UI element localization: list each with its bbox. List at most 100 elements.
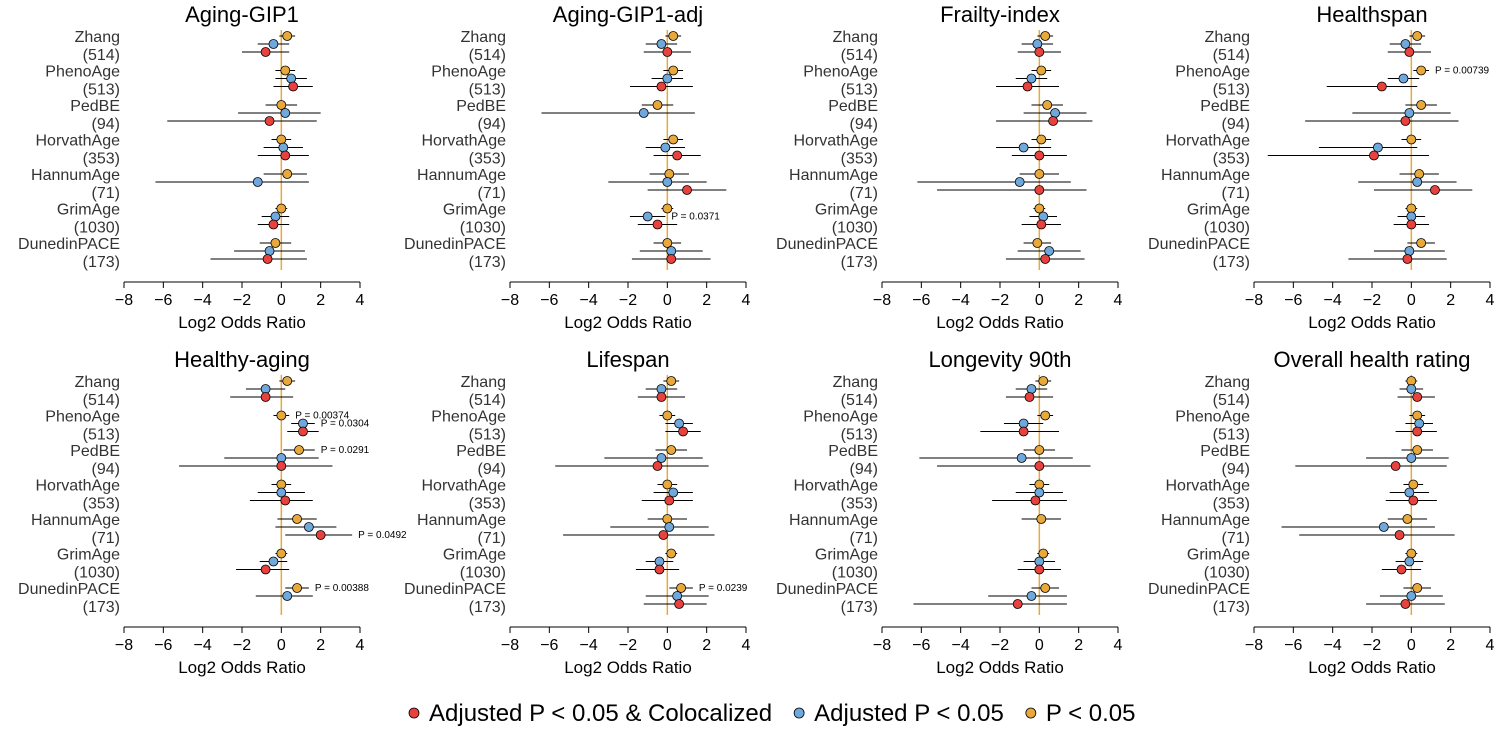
x-tick-label: −8 [115,292,133,309]
x-tick-label: −2 [991,292,1009,309]
point-estimate-orange [652,100,663,110]
x-tick-label: −6 [1284,292,1302,309]
group-label: Zhang [1205,374,1250,391]
point-estimate-blue [662,73,673,84]
point-estimate-red [280,495,291,506]
point-estimate-orange [662,203,673,214]
point-estimate-orange [1040,31,1051,41]
point-estimate-orange [1034,169,1045,179]
group-label: PedBE [1200,98,1250,115]
point-estimate-orange [1414,169,1425,179]
p-value-annotation: P = 0.0304 [321,419,370,430]
group-n-label: (513) [841,82,878,99]
group-n-label: (71) [92,185,120,202]
group-n-label: (1030) [1204,565,1250,582]
x-tick-label: −2 [1363,637,1381,654]
group-label: PhenoAge [431,64,506,81]
point-estimate-orange [662,479,673,490]
group-n-label: (173) [841,599,878,616]
group-n-label: (173) [841,254,878,271]
point-estimate-orange [1038,376,1049,386]
point-estimate-red [260,392,271,402]
group-n-label: (514) [83,392,120,409]
group-n-label: (514) [841,392,878,409]
group-n-label: (513) [1213,82,1250,99]
point-estimate-blue [1014,177,1025,187]
group-n-label: (514) [1213,392,1250,409]
group-n-label: (353) [83,151,120,168]
point-estimate-blue [280,108,291,118]
group-n-label: (94) [478,461,506,478]
group-n-label: (353) [1213,151,1250,168]
point-estimate-red [1018,426,1029,437]
point-estimate-blue [662,177,673,187]
point-estimate-red [662,47,673,57]
point-estimate-red [1430,185,1440,195]
point-estimate-orange [1416,65,1427,76]
group-label: PedBE [828,443,878,460]
chart-panel: Healthspan Zhang(514)PhenoAge(513)PedBE(9… [1148,2,1495,332]
point-estimate-blue [270,211,281,222]
point-estimate-orange [1412,583,1423,593]
point-estimate-orange [1406,548,1417,559]
group-n-label: (71) [850,530,878,547]
p-value-annotation: P = 0.0371 [671,212,720,223]
point-estimate-red [1404,47,1415,57]
x-tick-label: −2 [1363,292,1381,309]
group-label: PedBE [70,443,120,460]
group-label: DunedinPACE [404,236,506,253]
group-label: PhenoAge [45,64,120,81]
x-tick-label: 4 [1114,637,1123,654]
point-estimate-red [1034,47,1045,57]
group-n-label: (173) [469,254,506,271]
point-estimate-blue [276,487,287,498]
point-estimate-blue [1406,453,1417,463]
point-estimate-orange [668,31,679,41]
group-label: HannumAge [789,167,878,184]
group-label: HannumAge [417,167,506,184]
x-tick-label: −8 [873,292,891,309]
group-label: Zhang [461,29,506,46]
point-estimate-red [1406,219,1417,230]
point-estimate-red [678,426,688,437]
point-estimate-red [1022,81,1033,92]
group-n-label: (513) [83,82,120,99]
group-n-label: (1030) [832,565,878,582]
point-estimate-orange [1032,238,1043,248]
point-estimate-red [682,185,692,195]
x-tick-label: −2 [233,637,251,654]
p-value-annotation: P = 0.0291 [321,445,370,456]
panel-title: Healthy-aging [174,347,310,372]
p-value-annotation: P = 0.00374 [295,411,349,422]
point-estimate-red [1034,461,1045,471]
x-tick-label: 4 [742,637,751,654]
chart-panel: Aging-GIP1 Zhang(514)PhenoAge(513)PedBE(9… [18,2,365,332]
point-estimate-red [1412,426,1423,437]
group-n-label: (353) [469,496,506,513]
point-estimate-red [264,116,275,126]
x-tick-label: 4 [1486,637,1495,654]
point-estimate-blue [1032,39,1043,49]
point-estimate-blue [303,522,314,532]
point-estimate-red [1034,150,1045,161]
x-tick-label: −4 [194,637,212,654]
point-estimate-red [1024,392,1035,402]
group-label: DunedinPACE [776,581,878,598]
chart-panel: Lifespan Zhang(514)PhenoAge(513)PedBE(94)… [404,347,751,677]
panel-title: Overall health rating [1274,347,1471,372]
point-estimate-orange [282,376,293,386]
point-estimate-orange [276,100,287,110]
group-n-label: (513) [841,427,878,444]
x-tick-label: −4 [580,637,598,654]
x-axis-label: Log2 Odds Ratio [178,658,306,677]
group-label: Zhang [833,29,878,46]
point-estimate-blue [1018,142,1029,153]
group-label: GrimAge [443,547,506,564]
x-tick-label: −8 [501,637,519,654]
x-tick-label: 0 [277,637,286,654]
group-n-label: (1030) [460,220,506,237]
point-estimate-orange [292,514,302,524]
point-estimate-red [666,254,677,264]
point-estimate-orange [1412,31,1423,41]
point-estimate-orange [662,238,673,248]
